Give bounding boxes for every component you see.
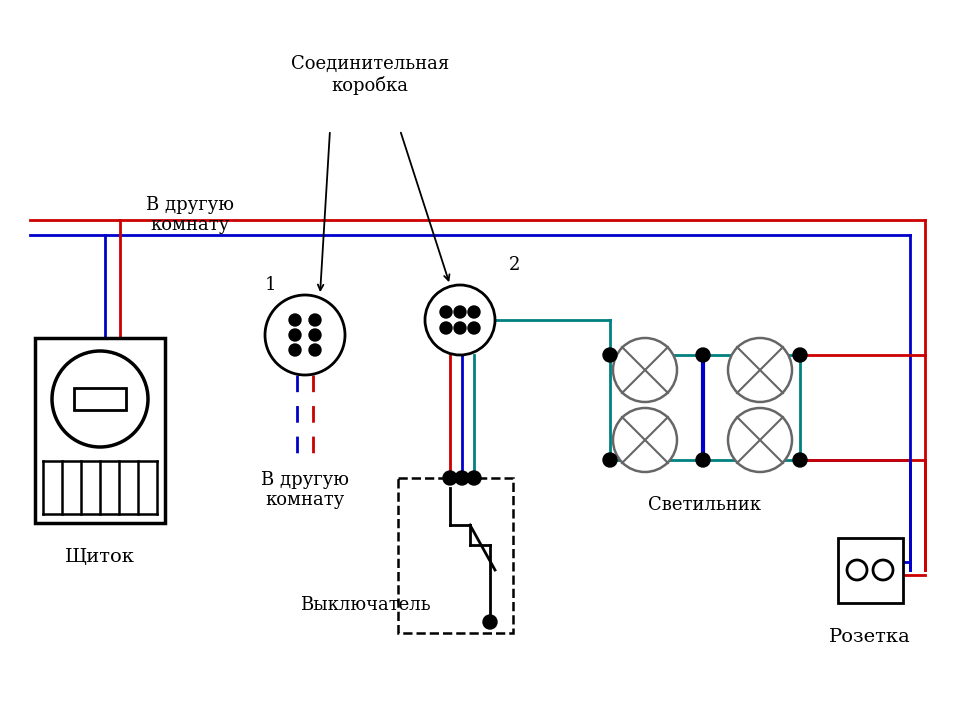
Circle shape — [309, 314, 321, 326]
Circle shape — [454, 306, 466, 318]
Circle shape — [440, 306, 452, 318]
Circle shape — [425, 285, 495, 355]
Circle shape — [455, 471, 469, 485]
Text: Щиток: Щиток — [65, 548, 135, 566]
Bar — [35, 338, 165, 523]
Circle shape — [289, 344, 301, 356]
Circle shape — [696, 453, 710, 467]
Text: В другую
комнату: В другую комнату — [261, 471, 349, 510]
Circle shape — [793, 453, 807, 467]
Circle shape — [728, 408, 792, 472]
Bar — [398, 478, 513, 633]
Circle shape — [440, 322, 452, 334]
Circle shape — [454, 322, 466, 334]
Circle shape — [309, 329, 321, 341]
Circle shape — [468, 322, 480, 334]
Text: Соединительная
коробка: Соединительная коробка — [291, 55, 449, 95]
Circle shape — [468, 306, 480, 318]
Circle shape — [289, 329, 301, 341]
Circle shape — [696, 348, 710, 362]
Text: В другую
комнату: В другую комнату — [146, 196, 234, 235]
Circle shape — [603, 348, 617, 362]
Circle shape — [467, 471, 481, 485]
Circle shape — [728, 338, 792, 402]
Circle shape — [483, 615, 497, 629]
Bar — [74, 388, 126, 410]
Circle shape — [443, 471, 457, 485]
Text: 1: 1 — [264, 276, 276, 294]
Circle shape — [289, 314, 301, 326]
Circle shape — [603, 453, 617, 467]
Circle shape — [613, 338, 677, 402]
Circle shape — [793, 348, 807, 362]
Circle shape — [309, 344, 321, 356]
Circle shape — [265, 295, 345, 375]
Text: Выключатель: Выключатель — [300, 596, 430, 614]
Circle shape — [613, 408, 677, 472]
Text: Светильник: Светильник — [649, 496, 761, 514]
Text: 2: 2 — [510, 256, 520, 274]
Text: Розетка: Розетка — [829, 628, 911, 646]
Bar — [838, 538, 903, 603]
